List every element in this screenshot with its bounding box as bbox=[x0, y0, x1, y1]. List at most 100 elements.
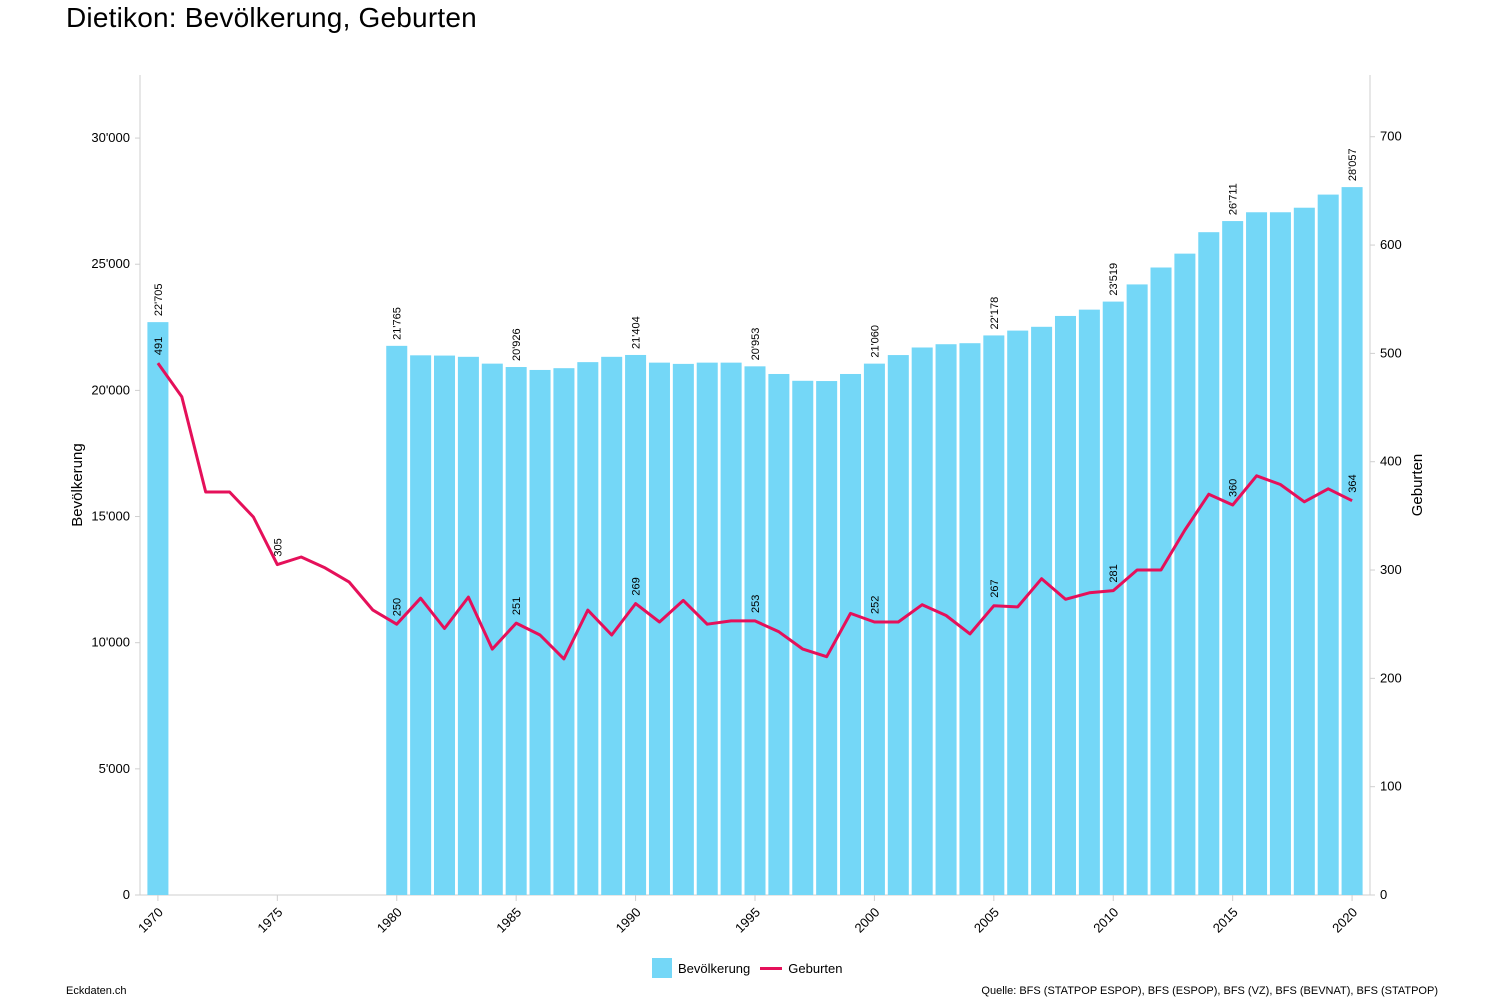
y-tick-label: 10'000 bbox=[91, 635, 130, 650]
x-tick-label: 2010 bbox=[1090, 905, 1121, 936]
bar-label-2000: 21'060 bbox=[869, 325, 881, 358]
y2-tick-label: 100 bbox=[1380, 779, 1402, 794]
line-label-1975: 305 bbox=[272, 538, 284, 556]
x-tick-label: 2000 bbox=[851, 905, 882, 936]
bar-1982 bbox=[434, 355, 456, 895]
x-tick-label: 1975 bbox=[254, 905, 285, 936]
line-label-1980: 250 bbox=[392, 598, 404, 616]
bar-2006 bbox=[1007, 330, 1029, 895]
bar-1999 bbox=[840, 373, 862, 895]
x-tick-label: 2020 bbox=[1329, 905, 1360, 936]
line-label-2015: 360 bbox=[1228, 479, 1240, 497]
y-tick-label: 25'000 bbox=[91, 256, 130, 271]
line-label-1970: 491 bbox=[153, 337, 165, 355]
bar-2018 bbox=[1293, 207, 1315, 895]
bar-2003 bbox=[935, 344, 957, 896]
bar-1998 bbox=[816, 381, 838, 896]
line-label-1985: 251 bbox=[511, 597, 523, 615]
bar-1980 bbox=[386, 345, 408, 895]
bar-2019 bbox=[1317, 194, 1339, 895]
footer-site: Eckdaten.ch bbox=[66, 985, 127, 997]
bar-1996 bbox=[768, 373, 790, 895]
x-tick-label: 1985 bbox=[493, 905, 524, 936]
legend-line-label: Geburten bbox=[788, 960, 843, 976]
line-label-1995: 253 bbox=[750, 595, 762, 613]
bar-2011 bbox=[1126, 284, 1148, 895]
bar-2014 bbox=[1198, 232, 1220, 896]
x-tick-label: 1990 bbox=[613, 905, 644, 936]
bar-label-2015: 26'711 bbox=[1228, 183, 1240, 215]
bar-1993 bbox=[696, 362, 718, 896]
x-tick-label: 1995 bbox=[732, 905, 763, 936]
y2-tick-label: 200 bbox=[1380, 670, 1402, 685]
bar-1997 bbox=[792, 380, 814, 895]
y2-tick-label: 600 bbox=[1380, 237, 1402, 252]
y2-tick-label: 700 bbox=[1380, 129, 1402, 144]
footer-source: Quelle: BFS (STATPOP ESPOP), BFS (ESPOP)… bbox=[981, 985, 1438, 997]
bar-1987 bbox=[553, 368, 575, 896]
x-tick-label: 1970 bbox=[135, 905, 166, 936]
line-label-2000: 252 bbox=[869, 596, 881, 614]
bar-2002 bbox=[911, 347, 933, 895]
bar-2013 bbox=[1174, 253, 1196, 895]
x-tick-label: 1980 bbox=[374, 905, 405, 936]
bar-1991 bbox=[648, 362, 670, 896]
legend-item-bevoelkerung[interactable]: Bevölkerung bbox=[652, 958, 750, 978]
y2-tick-label: 0 bbox=[1380, 887, 1387, 902]
bar-1986 bbox=[529, 369, 551, 895]
bar-2004 bbox=[959, 343, 981, 895]
bar-label-1995: 20'953 bbox=[750, 328, 762, 361]
line-label-2005: 267 bbox=[989, 579, 1001, 597]
bar-1990 bbox=[625, 354, 647, 896]
line-label-2020: 364 bbox=[1347, 474, 1359, 492]
y2-tick-label: 300 bbox=[1380, 562, 1402, 577]
bar-1970 bbox=[147, 322, 169, 895]
legend: Bevölkerung Geburten bbox=[652, 958, 842, 978]
bar-2020 bbox=[1341, 187, 1363, 895]
legend-item-geburten[interactable]: Geburten bbox=[760, 961, 842, 976]
chart-title: Dietikon: Bevölkerung, Geburten bbox=[66, 2, 477, 33]
legend-bar-label: Bevölkerung bbox=[678, 960, 751, 976]
y2-tick-label: 500 bbox=[1380, 345, 1402, 360]
bar-1981 bbox=[410, 355, 432, 895]
bar-2000 bbox=[863, 363, 885, 895]
bar-label-1985: 20'926 bbox=[511, 328, 523, 361]
bar-2017 bbox=[1269, 212, 1291, 896]
bar-label-1980: 21'765 bbox=[392, 307, 404, 340]
bar-label-2005: 22'178 bbox=[989, 297, 1001, 330]
line-label-2010: 281 bbox=[1108, 564, 1120, 582]
legend-line-swatch bbox=[760, 966, 783, 970]
bar-label-2010: 23'519 bbox=[1108, 263, 1120, 296]
y2-axis-title: Geburten bbox=[1409, 454, 1426, 517]
x-tick-label: 2005 bbox=[971, 905, 1002, 936]
bar-1983 bbox=[457, 356, 479, 895]
bar-1989 bbox=[601, 356, 623, 895]
legend-bar-swatch bbox=[652, 958, 672, 978]
y-axis-title: Bevölkerung bbox=[69, 443, 86, 526]
bar-label-2020: 28'057 bbox=[1347, 148, 1359, 181]
bar-1995 bbox=[744, 366, 766, 895]
x-tick-label: 2015 bbox=[1210, 905, 1241, 936]
bar-2008 bbox=[1054, 315, 1076, 895]
bar-1992 bbox=[672, 363, 694, 895]
geburten-line bbox=[156, 362, 1353, 661]
bar-1985 bbox=[505, 367, 527, 895]
bar-1994 bbox=[720, 362, 742, 896]
bar-2012 bbox=[1150, 267, 1172, 896]
bar-2015 bbox=[1222, 221, 1244, 896]
bar-2009 bbox=[1078, 309, 1100, 896]
bar-2010 bbox=[1102, 301, 1124, 895]
line-label-1990: 269 bbox=[631, 577, 643, 595]
y2-tick-label: 400 bbox=[1380, 454, 1402, 469]
bar-label-1970: 22'705 bbox=[153, 283, 165, 316]
y-tick-label: 15'000 bbox=[91, 509, 130, 524]
bar-2016 bbox=[1246, 212, 1268, 896]
bar-label-1990: 21'404 bbox=[631, 316, 643, 349]
y-tick-label: 30'000 bbox=[91, 130, 130, 145]
bar-2005 bbox=[983, 335, 1005, 895]
bar-1988 bbox=[577, 362, 599, 895]
y-tick-label: 5'000 bbox=[99, 761, 130, 776]
bar-2007 bbox=[1031, 326, 1053, 895]
bar-1984 bbox=[481, 363, 503, 895]
